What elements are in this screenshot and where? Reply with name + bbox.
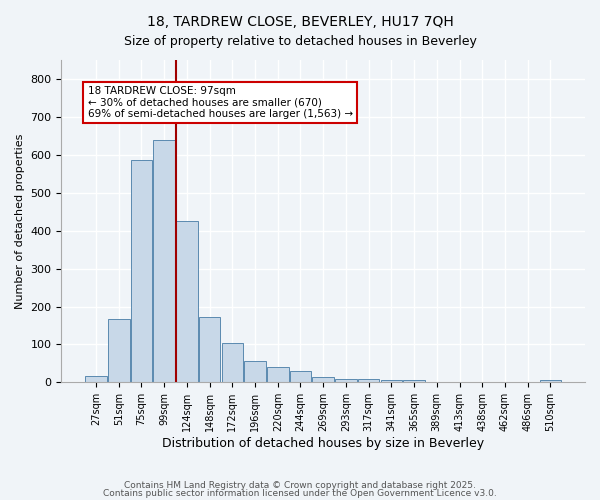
- Bar: [244, 361, 266, 382]
- Text: Size of property relative to detached houses in Beverley: Size of property relative to detached ho…: [124, 35, 476, 48]
- Bar: [380, 380, 402, 382]
- Bar: [108, 318, 130, 382]
- Bar: [313, 377, 334, 382]
- Bar: [403, 380, 425, 382]
- Y-axis label: Number of detached properties: Number of detached properties: [15, 134, 25, 309]
- Bar: [335, 379, 357, 382]
- Text: 18, TARDREW CLOSE, BEVERLEY, HU17 7QH: 18, TARDREW CLOSE, BEVERLEY, HU17 7QH: [146, 15, 454, 29]
- Bar: [131, 160, 152, 382]
- Bar: [154, 140, 175, 382]
- Bar: [267, 367, 289, 382]
- Bar: [221, 343, 243, 382]
- X-axis label: Distribution of detached houses by size in Beverley: Distribution of detached houses by size …: [162, 437, 484, 450]
- Text: Contains public sector information licensed under the Open Government Licence v3: Contains public sector information licen…: [103, 488, 497, 498]
- Bar: [358, 380, 379, 382]
- Bar: [199, 317, 220, 382]
- Bar: [85, 376, 107, 382]
- Bar: [539, 380, 561, 382]
- Bar: [290, 371, 311, 382]
- Text: Contains HM Land Registry data © Crown copyright and database right 2025.: Contains HM Land Registry data © Crown c…: [124, 481, 476, 490]
- Text: 18 TARDREW CLOSE: 97sqm
← 30% of detached houses are smaller (670)
69% of semi-d: 18 TARDREW CLOSE: 97sqm ← 30% of detache…: [88, 86, 353, 119]
- Bar: [176, 221, 197, 382]
